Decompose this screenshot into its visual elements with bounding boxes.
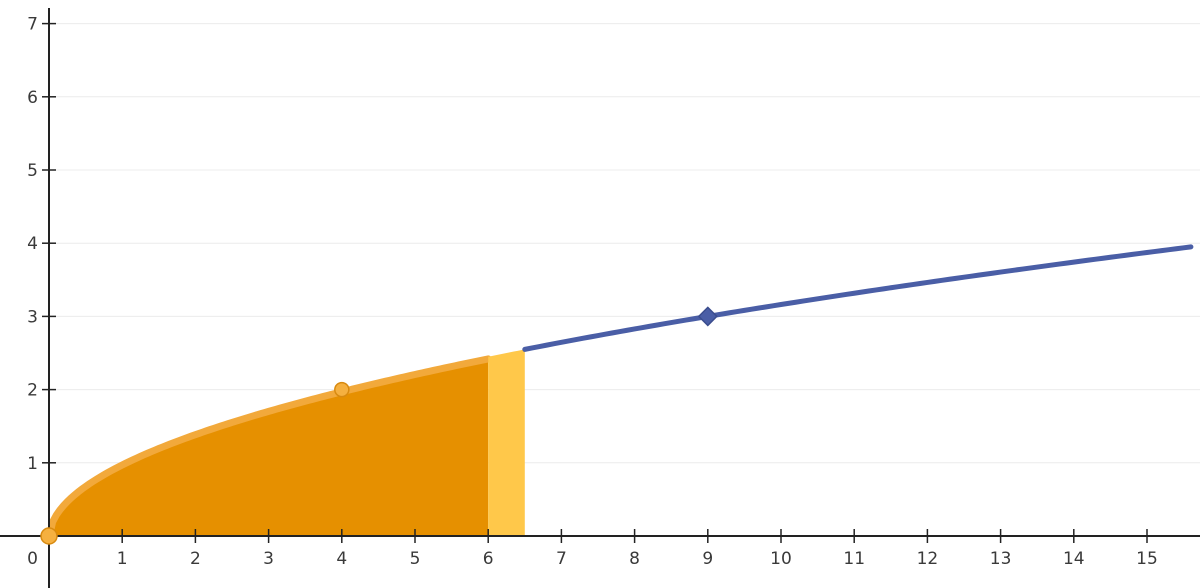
x-tick-label: 10 bbox=[770, 549, 792, 569]
x-tick-label: 15 bbox=[1136, 549, 1158, 569]
x-tick-label: 5 bbox=[410, 549, 421, 569]
origin-point[interactable] bbox=[40, 527, 58, 545]
grid-lines bbox=[49, 23, 1200, 464]
x-tick-label: 14 bbox=[1063, 549, 1085, 569]
y-tick-label: 7 bbox=[27, 15, 38, 35]
origin-label: 0 bbox=[27, 549, 38, 569]
shaded-area-edge bbox=[45, 355, 492, 542]
x-tick-label: 13 bbox=[990, 549, 1012, 569]
highlight-strip bbox=[488, 349, 525, 536]
x-tick-label: 4 bbox=[336, 549, 347, 569]
curve-layer bbox=[522, 244, 1194, 352]
points-layer bbox=[40, 306, 718, 545]
x-tick-label: 2 bbox=[190, 549, 201, 569]
curve-point[interactable] bbox=[334, 381, 350, 398]
x-tick-label: 12 bbox=[917, 549, 939, 569]
x-tick-label: 1 bbox=[117, 549, 128, 569]
x-tick-label: 7 bbox=[556, 549, 567, 569]
x-tick-label: 6 bbox=[483, 549, 494, 569]
y-tick-label: 2 bbox=[27, 381, 38, 401]
shaded-area-layer bbox=[45, 349, 525, 542]
axes bbox=[0, 8, 1200, 588]
y-tick-label: 1 bbox=[27, 454, 38, 474]
shaded-area bbox=[49, 356, 489, 536]
curve-line bbox=[522, 244, 1194, 352]
y-tick-label: 3 bbox=[27, 307, 38, 327]
x-tick-label: 3 bbox=[263, 549, 274, 569]
y-tick-label: 5 bbox=[27, 161, 38, 181]
x-tick-label: 9 bbox=[702, 549, 713, 569]
y-tick-label: 4 bbox=[27, 234, 38, 254]
y-tick-label: 6 bbox=[27, 88, 38, 108]
curve-handle-point[interactable] bbox=[697, 306, 718, 327]
x-tick-label: 8 bbox=[629, 549, 640, 569]
x-tick-label: 11 bbox=[843, 549, 865, 569]
